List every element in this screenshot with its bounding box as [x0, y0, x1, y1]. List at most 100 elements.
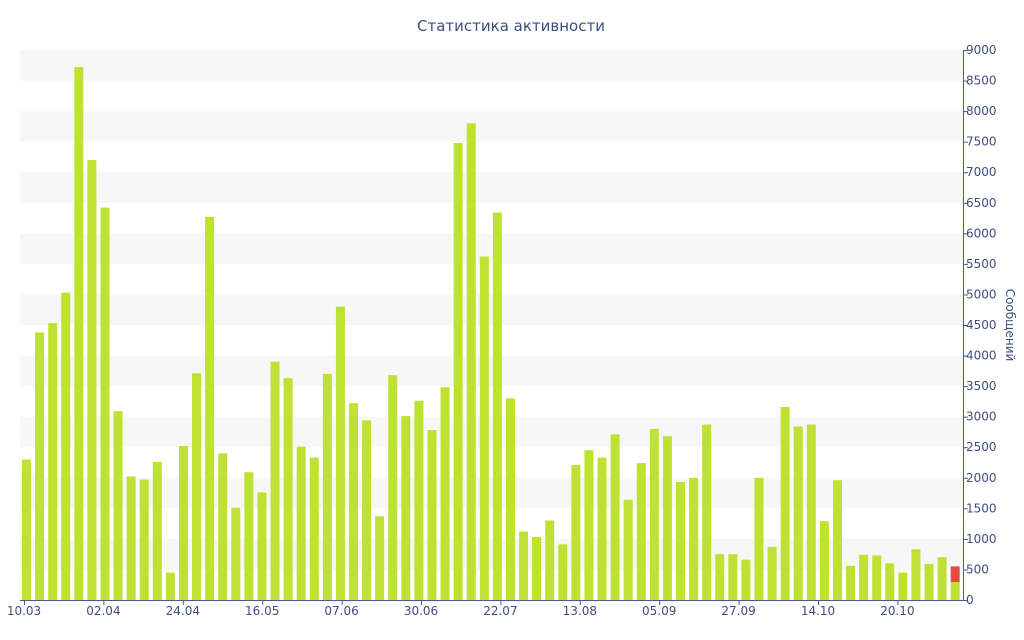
grid-band — [20, 416, 963, 448]
bar[interactable] — [571, 464, 581, 600]
bar[interactable] — [401, 416, 411, 600]
bar[interactable] — [87, 160, 97, 600]
bar[interactable] — [937, 557, 947, 600]
bar[interactable] — [257, 492, 267, 600]
bar[interactable] — [139, 479, 149, 600]
y-axis-label: Сообщений — [1003, 289, 1017, 362]
bar[interactable] — [545, 520, 555, 600]
y-tick-label: 3000 — [966, 410, 997, 424]
y-tick-label: 7500 — [966, 135, 997, 149]
grid-band — [20, 50, 963, 81]
y-axis: 0 500 1000 1500 2000 2500 3000 3500 4000 4500 5000… — [963, 43, 997, 607]
bar[interactable] — [61, 292, 71, 600]
bar[interactable] — [440, 387, 450, 600]
x-tick-label: 14.10 — [801, 604, 835, 618]
bar[interactable] — [505, 398, 515, 600]
bar[interactable] — [492, 212, 502, 601]
bar[interactable] — [74, 67, 84, 601]
bar[interactable] — [22, 459, 31, 600]
bars — [22, 67, 960, 601]
bar[interactable] — [702, 424, 712, 600]
bar[interactable] — [806, 424, 816, 600]
bar[interactable] — [767, 546, 777, 600]
bar[interactable] — [597, 457, 607, 600]
bar[interactable] — [741, 559, 751, 600]
y-tick-label: 8500 — [966, 74, 997, 88]
bar-highlight[interactable] — [950, 566, 960, 583]
bar[interactable] — [388, 375, 398, 600]
bar[interactable] — [126, 476, 136, 600]
bar[interactable] — [872, 555, 882, 600]
y-tick-label: 0 — [966, 593, 974, 607]
bar[interactable] — [558, 544, 568, 600]
chart-title: Статистика активности — [417, 17, 605, 35]
bar[interactable] — [466, 123, 476, 600]
bar[interactable] — [649, 428, 659, 600]
bar[interactable] — [728, 554, 738, 600]
bar[interactable] — [192, 373, 202, 600]
bar[interactable] — [414, 400, 424, 600]
bar[interactable] — [231, 507, 241, 600]
bar[interactable] — [780, 406, 790, 600]
bar[interactable] — [636, 463, 646, 600]
bar[interactable] — [35, 332, 45, 600]
bar[interactable] — [846, 565, 856, 600]
bar[interactable] — [793, 426, 803, 600]
y-tick-label: 4000 — [966, 349, 997, 363]
bar[interactable] — [322, 373, 332, 600]
x-tick-label: 22.07 — [483, 604, 517, 618]
bar[interactable] — [453, 142, 463, 600]
bar[interactable] — [113, 411, 123, 600]
bar[interactable] — [335, 306, 345, 600]
bar[interactable] — [662, 436, 672, 600]
grid-band — [20, 172, 963, 203]
x-tick-label: 24.04 — [166, 604, 200, 618]
bar[interactable] — [623, 499, 633, 600]
bar[interactable] — [584, 450, 594, 600]
bar[interactable] — [519, 531, 529, 600]
bar[interactable] — [819, 521, 829, 600]
bar[interactable] — [676, 482, 685, 600]
bar[interactable] — [270, 361, 280, 600]
x-tick-label: 16.05 — [245, 604, 279, 618]
bar[interactable] — [689, 477, 699, 600]
bar[interactable] — [898, 572, 908, 601]
bar[interactable] — [218, 453, 228, 600]
grid-bands — [20, 50, 963, 570]
bar[interactable] — [165, 572, 175, 601]
bar[interactable] — [715, 554, 725, 600]
bar[interactable] — [100, 207, 110, 600]
bar[interactable] — [362, 420, 372, 600]
bar[interactable] — [950, 582, 960, 600]
bar[interactable] — [48, 323, 58, 600]
bar[interactable] — [754, 477, 764, 600]
bar[interactable] — [859, 554, 869, 600]
bar[interactable] — [610, 434, 620, 600]
grid-band — [20, 111, 963, 142]
bar[interactable] — [924, 563, 934, 600]
grid-band — [20, 355, 963, 387]
bar[interactable] — [296, 446, 306, 600]
bar[interactable] — [427, 430, 437, 600]
bar[interactable] — [832, 480, 842, 600]
bar[interactable] — [479, 256, 489, 600]
bar[interactable] — [283, 378, 293, 600]
x-tick-label: 30.06 — [404, 604, 438, 618]
y-tick-label: 5500 — [966, 257, 997, 271]
bar[interactable] — [532, 537, 542, 600]
bar[interactable] — [152, 461, 162, 600]
y-tick-label: 2500 — [966, 440, 997, 454]
bar[interactable] — [349, 403, 358, 600]
x-tick-label: 02.04 — [86, 604, 120, 618]
bar[interactable] — [375, 516, 385, 600]
grid-band — [20, 477, 963, 509]
x-tick-label: 05.09 — [642, 604, 676, 618]
bar[interactable] — [244, 472, 254, 600]
bar[interactable] — [911, 549, 921, 600]
bar[interactable] — [885, 563, 895, 600]
bar[interactable] — [178, 446, 188, 600]
bar[interactable] — [309, 457, 319, 600]
x-tick-label: 13.08 — [563, 604, 597, 618]
bar[interactable] — [205, 216, 215, 601]
